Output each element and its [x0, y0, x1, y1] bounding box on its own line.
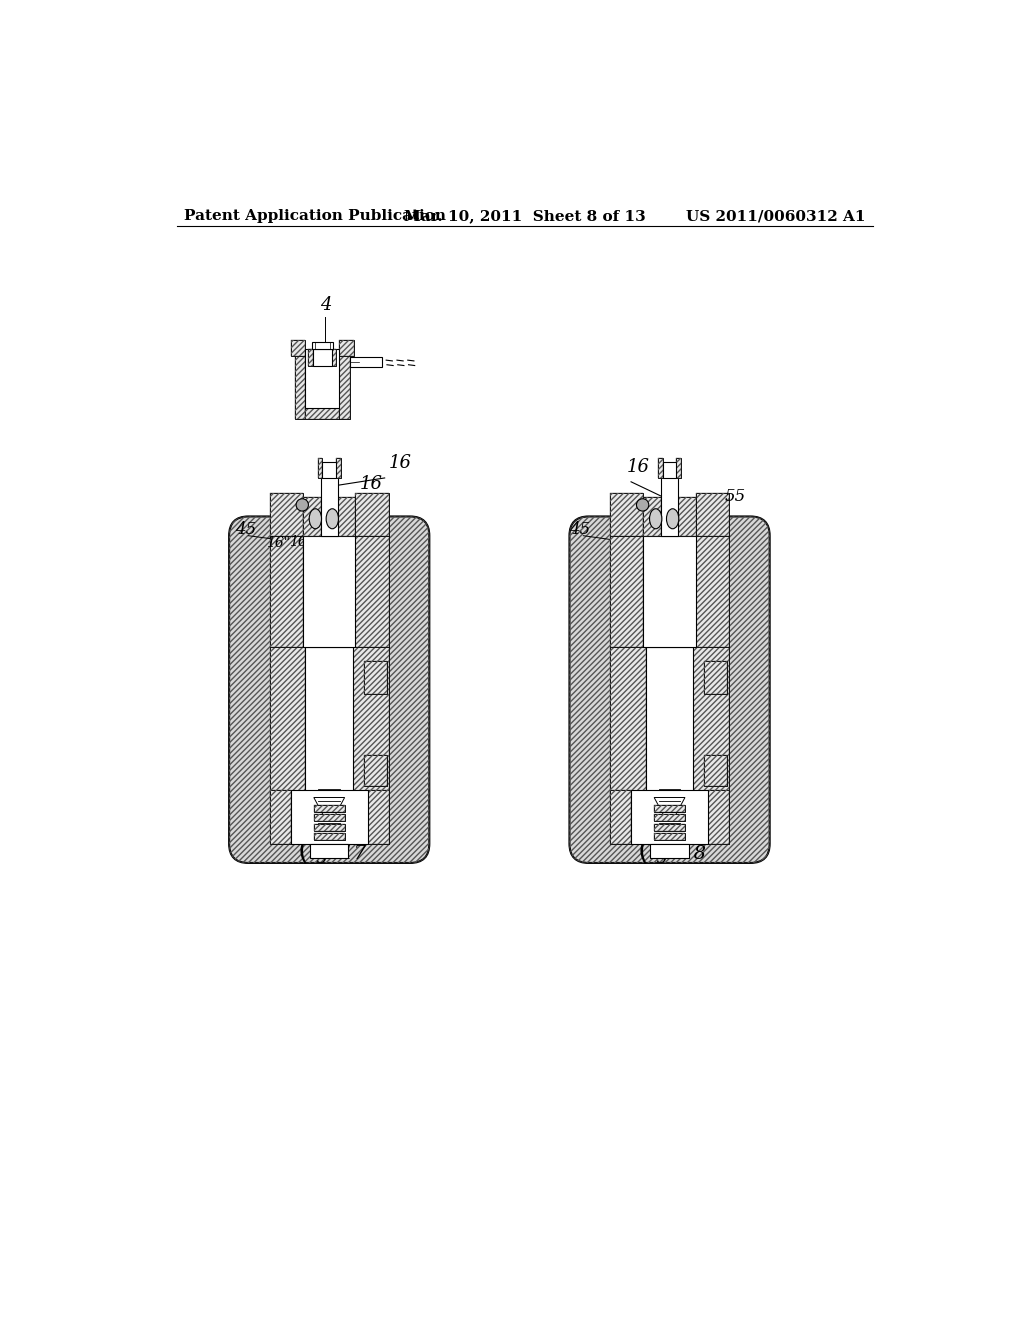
Polygon shape: [695, 494, 729, 536]
Polygon shape: [355, 494, 388, 536]
Polygon shape: [303, 498, 321, 536]
Polygon shape: [336, 458, 341, 478]
Text: Patent Application Publication: Patent Application Publication: [184, 209, 446, 223]
Polygon shape: [654, 805, 685, 812]
Polygon shape: [695, 536, 729, 647]
Bar: [313, 350, 332, 367]
Polygon shape: [678, 498, 695, 536]
Bar: [631, 789, 708, 843]
Polygon shape: [654, 814, 685, 821]
Bar: [662, 470, 678, 536]
Polygon shape: [705, 755, 727, 785]
Bar: [650, 843, 689, 858]
Polygon shape: [643, 498, 662, 536]
Polygon shape: [368, 789, 388, 843]
Text: $($: $($: [637, 837, 648, 866]
Circle shape: [296, 499, 308, 511]
FancyBboxPatch shape: [229, 516, 429, 863]
Text: US 2011/0060312 A1: US 2011/0060312 A1: [686, 209, 865, 223]
Polygon shape: [610, 494, 643, 536]
Polygon shape: [291, 341, 305, 355]
Polygon shape: [270, 789, 291, 843]
Polygon shape: [364, 661, 387, 693]
Text: 45: 45: [569, 521, 591, 539]
Polygon shape: [610, 536, 643, 647]
Polygon shape: [658, 458, 663, 478]
Polygon shape: [708, 789, 729, 843]
Text: 16: 16: [360, 475, 383, 492]
Polygon shape: [270, 647, 305, 797]
Text: 55: 55: [725, 488, 746, 506]
Text: 16: 16: [628, 458, 650, 475]
Text: 4: 4: [319, 296, 331, 314]
Polygon shape: [339, 341, 354, 355]
FancyBboxPatch shape: [569, 516, 770, 863]
Polygon shape: [654, 797, 685, 818]
Polygon shape: [270, 494, 303, 536]
Polygon shape: [610, 647, 646, 797]
Polygon shape: [693, 647, 729, 797]
Polygon shape: [610, 789, 631, 843]
Polygon shape: [317, 458, 323, 478]
Bar: [323, 462, 336, 478]
Polygon shape: [339, 350, 350, 418]
Polygon shape: [332, 350, 336, 367]
Polygon shape: [313, 814, 345, 821]
Polygon shape: [313, 805, 345, 812]
Polygon shape: [353, 647, 388, 797]
Bar: [311, 342, 333, 350]
Polygon shape: [677, 458, 681, 478]
Circle shape: [637, 499, 649, 511]
Bar: [303, 536, 355, 647]
Polygon shape: [305, 408, 339, 418]
Polygon shape: [355, 536, 388, 647]
Polygon shape: [313, 833, 345, 840]
Ellipse shape: [309, 508, 322, 529]
Ellipse shape: [326, 508, 339, 529]
Bar: [646, 647, 693, 797]
Polygon shape: [654, 824, 685, 830]
Text: ig. 18: ig. 18: [650, 845, 707, 863]
Bar: [321, 470, 338, 536]
Text: 45: 45: [236, 521, 257, 539]
Polygon shape: [338, 498, 355, 536]
Bar: [291, 789, 368, 843]
Polygon shape: [270, 536, 303, 647]
Text: Mar. 10, 2011  Sheet 8 of 13: Mar. 10, 2011 Sheet 8 of 13: [403, 209, 646, 223]
Ellipse shape: [649, 508, 662, 529]
Text: 16: 16: [388, 454, 412, 471]
Text: ig. 17: ig. 17: [310, 845, 366, 863]
Bar: [643, 536, 695, 647]
Polygon shape: [313, 824, 345, 830]
Polygon shape: [295, 350, 305, 418]
Polygon shape: [308, 350, 313, 367]
Polygon shape: [313, 797, 345, 818]
Text: 16": 16": [266, 536, 290, 550]
Bar: [663, 462, 677, 478]
Bar: [305, 647, 353, 797]
Ellipse shape: [667, 508, 679, 529]
Bar: [310, 843, 348, 858]
Polygon shape: [364, 755, 387, 785]
Bar: [350, 358, 382, 367]
Text: $($: $($: [297, 837, 307, 866]
Text: 16': 16': [289, 535, 311, 549]
Polygon shape: [654, 833, 685, 840]
Bar: [305, 350, 339, 408]
Polygon shape: [705, 661, 727, 693]
